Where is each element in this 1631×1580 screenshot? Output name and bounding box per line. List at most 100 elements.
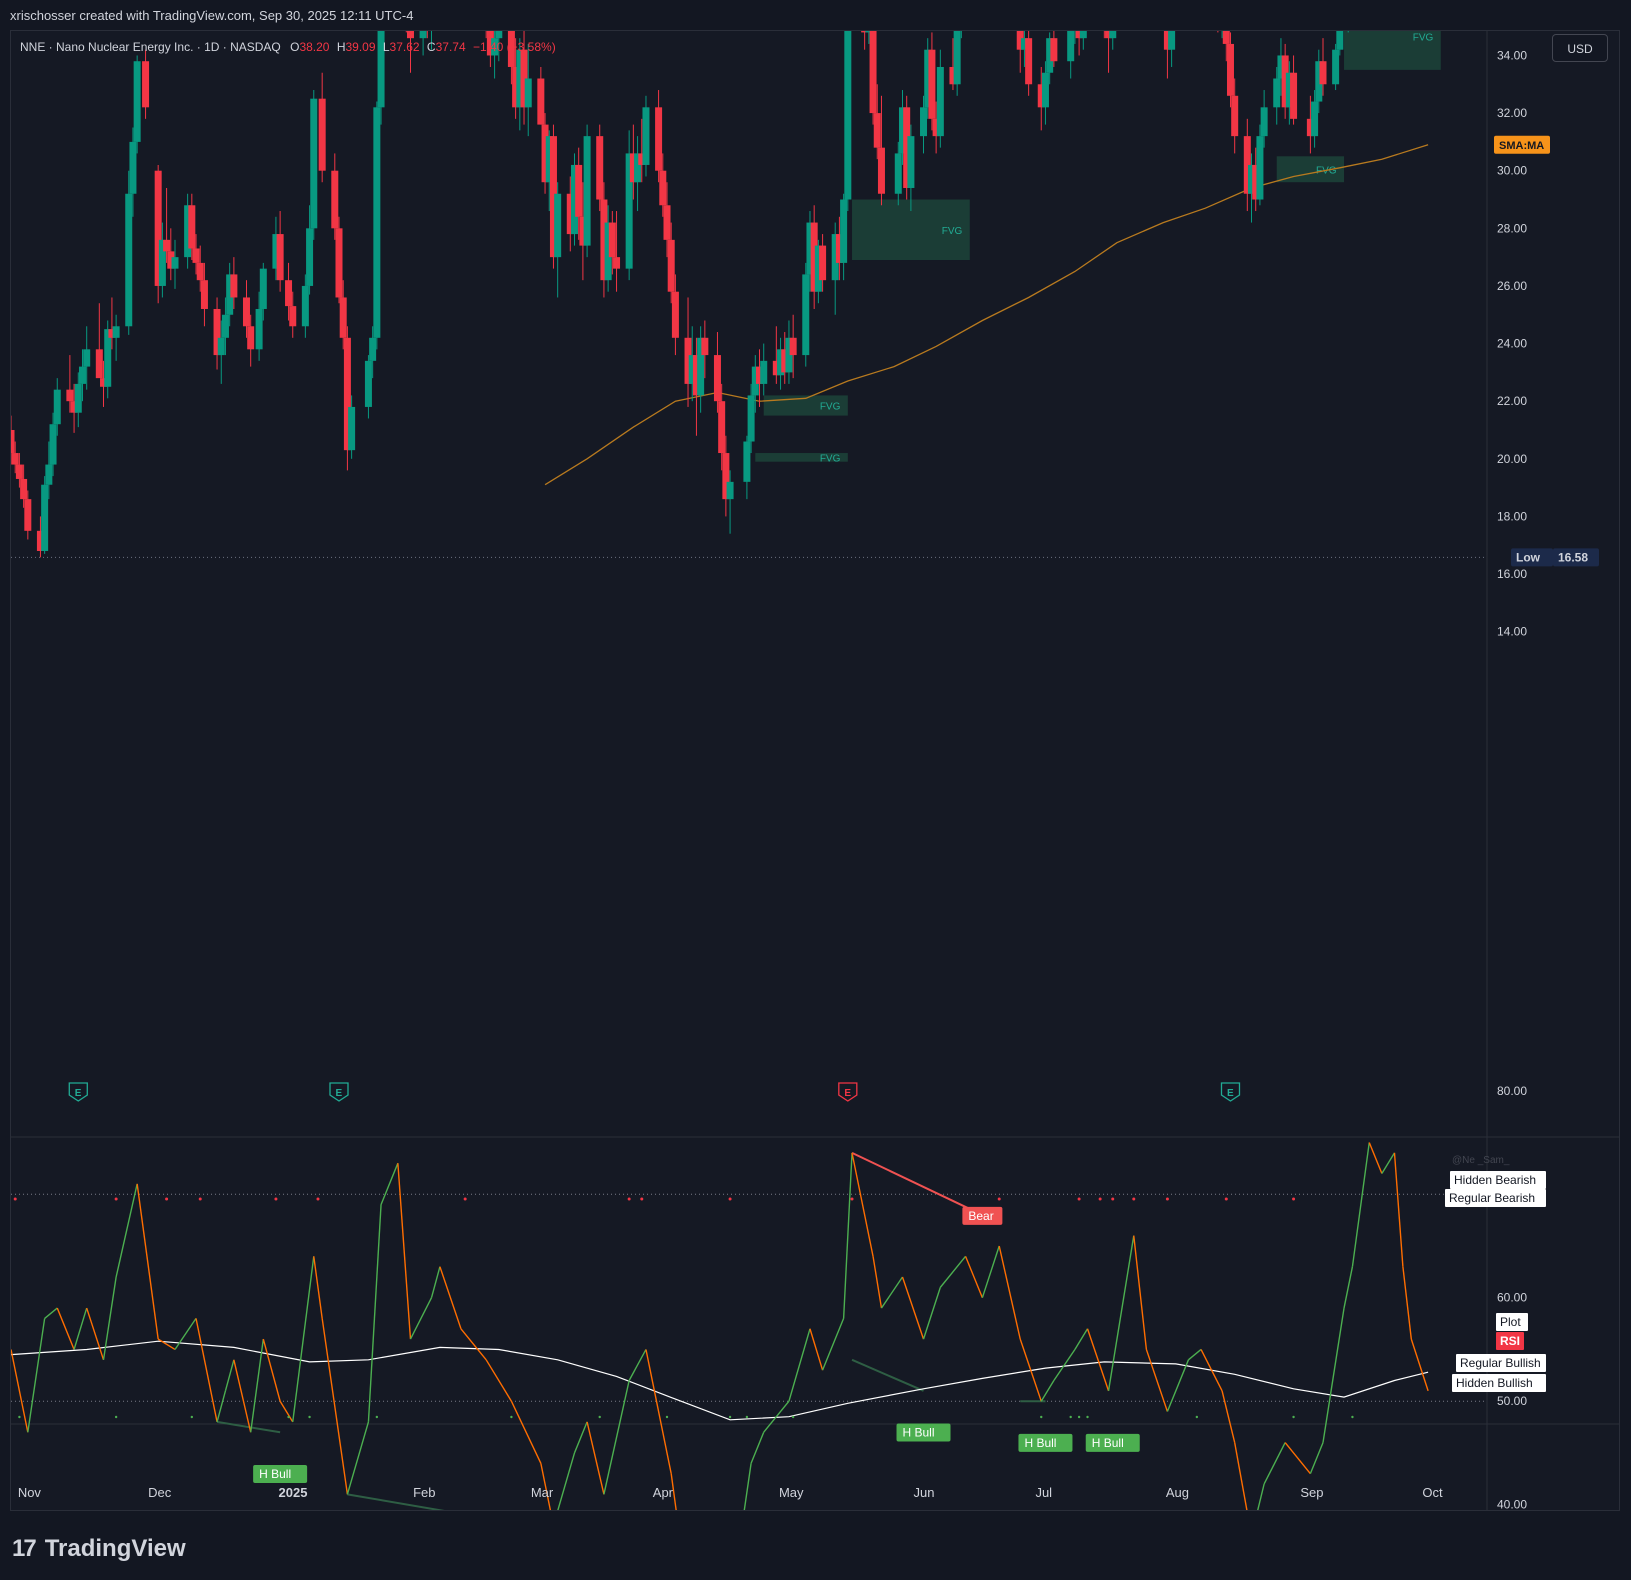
price-axis-tick: 20.00 (1497, 452, 1527, 466)
sma-label-bg (1494, 135, 1550, 154)
plot-label-bg (1496, 1313, 1528, 1331)
rsi-line-segment (1166, 1359, 1190, 1412)
chart-canvas[interactable]: 50.0046.0044.0042.0040.0036.0034.0032.00… (11, 31, 1619, 1510)
earnings-marker[interactable] (838, 1082, 858, 1102)
candle-body (642, 107, 650, 165)
candle-body (692, 355, 700, 396)
candle-body (226, 274, 234, 315)
low-value: 37.62 (389, 40, 420, 54)
tradingview-mark: 17 (12, 1535, 37, 1562)
rsi-line-segment (409, 1297, 433, 1340)
candle-body (663, 205, 671, 240)
candle-body (1315, 61, 1323, 102)
regular-bullish-label: Regular Bullish (1460, 1356, 1541, 1370)
candle-body (831, 234, 839, 281)
time-axis-tick: Nov (18, 1485, 42, 1500)
rsi-bottom-dot (308, 1415, 311, 1419)
rsi-line-segment (216, 1390, 227, 1423)
candle-body (1222, 31, 1230, 44)
candle-body (369, 337, 377, 361)
hidden-bullish-label-bg (1452, 1374, 1546, 1392)
rsi-line-segment (743, 1463, 752, 1510)
rsi-line-segment (86, 1307, 105, 1361)
candle-body (1075, 31, 1083, 39)
candle-body (638, 153, 646, 165)
candle-body (276, 234, 284, 281)
candle-body (671, 291, 679, 338)
candle-body (877, 147, 885, 194)
rsi-line-segment (1284, 1442, 1311, 1475)
divergence-badge-bg (896, 1423, 951, 1442)
candle-body (566, 193, 574, 235)
candle-body (743, 441, 751, 482)
candle-body (1290, 72, 1298, 119)
rsi-line-segment (750, 1431, 765, 1464)
candle-body (108, 329, 116, 338)
chart-credit: xrischosser created with TradingView.com… (10, 8, 414, 23)
candle-body (507, 31, 515, 67)
high-value: 39.09 (345, 40, 376, 54)
candle-body (1273, 78, 1281, 108)
candle-body (903, 107, 911, 188)
rsi-line-segment (851, 1152, 874, 1257)
rsi-line-segment (380, 1162, 399, 1205)
tradingview-logo[interactable]: 17 TradingView (12, 1535, 186, 1563)
sma-label: SMA:MA (1499, 140, 1544, 152)
hidden-bull-line (216, 1420, 281, 1434)
rsi-top-dot (463, 1197, 467, 1201)
candle-body (1260, 107, 1268, 137)
rsi-label: RSI (1500, 1334, 1520, 1348)
rsi-top-dot (850, 1197, 854, 1201)
candle-body (516, 49, 524, 108)
candle-body (659, 170, 667, 206)
rsi-line-segment (1343, 1266, 1354, 1309)
candle-body (810, 222, 818, 292)
rsi-top-dot (198, 1197, 202, 1201)
candle-body (495, 31, 503, 39)
rsi-axis-tick: 60.00 (1497, 1291, 1527, 1305)
candle-body (1285, 72, 1293, 108)
time-axis-tick: Mar (531, 1485, 554, 1500)
rsi-axis-tick: 40.00 (1497, 1498, 1527, 1510)
rsi-bottom-dot (1040, 1415, 1043, 1419)
hidden-bull-line (851, 1358, 924, 1392)
tradingview-brand: TradingView (44, 1535, 186, 1562)
candle-body (41, 484, 49, 551)
rsi-line-segment (788, 1328, 811, 1402)
rsi-top-dot (1165, 1197, 1169, 1201)
candle-body (625, 153, 633, 269)
candle-body (772, 360, 780, 376)
candle-body (600, 199, 608, 281)
rsi-top-dot (274, 1197, 278, 1201)
earnings-marker[interactable] (1220, 1082, 1241, 1102)
earnings-marker[interactable] (329, 1082, 349, 1102)
price-axis-tick: 32.00 (1497, 106, 1527, 120)
candle-body (655, 107, 663, 171)
candle-body (242, 297, 250, 327)
divergence-badge: H Bull (1024, 1436, 1056, 1450)
low-value: 16.58 (1558, 550, 1588, 564)
candle-body (24, 499, 32, 531)
earnings-marker[interactable] (68, 1082, 88, 1102)
rsi-line-segment (430, 1266, 441, 1298)
candle-body (125, 193, 133, 327)
rsi-line-segment (279, 1400, 294, 1423)
candle-body (306, 228, 314, 286)
rsi-line-segment (367, 1204, 382, 1422)
rsi-bottom-dot (791, 1415, 795, 1419)
chart-frame[interactable]: 50.0046.0044.0042.0040.0036.0034.0032.00… (10, 30, 1620, 1511)
rsi-line-segment (1368, 1142, 1383, 1174)
rsi-bottom-dot (745, 1415, 749, 1419)
candle-body (343, 337, 351, 451)
candle-body (221, 314, 229, 338)
rsi-label-bg (1496, 1332, 1524, 1350)
currency-button[interactable]: USD (1552, 34, 1608, 62)
candle-body (1248, 164, 1256, 194)
candle-body (819, 245, 827, 281)
hidden-bullish-label: Hidden Bullish (1456, 1376, 1533, 1390)
candle-body (171, 257, 179, 269)
rsi-line-segment (485, 1359, 513, 1402)
rsi-top-dot (165, 1197, 169, 1201)
rsi-line-segment (1074, 1328, 1089, 1350)
fvg-zone (1344, 31, 1441, 70)
